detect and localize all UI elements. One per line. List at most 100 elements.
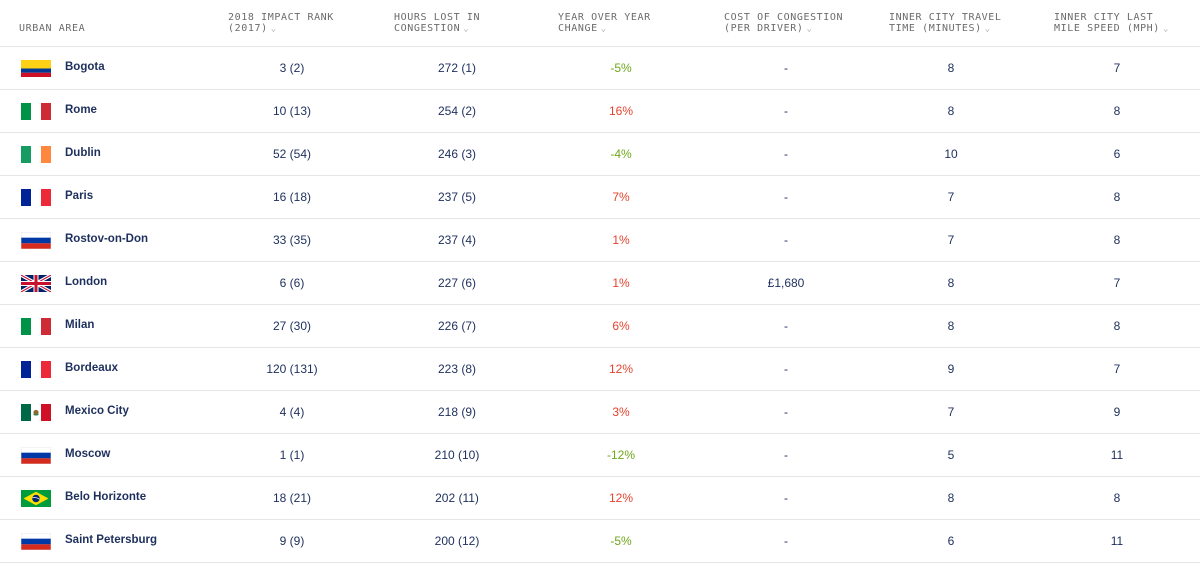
yoy-change-cell: 1% [612,276,630,290]
last-mile-speed-cell: 7 [1113,61,1121,75]
impact-rank-cell: 33 (35) [272,233,312,247]
table-row: London 6 (6) 227 (6) 1% £1,680 8 7 [0,262,1200,305]
sort-chevron-icon: ⌄ [270,23,277,34]
table-row: Rostov-on-Don 33 (35) 237 (4) 1% - 7 8 [0,219,1200,262]
header-cost[interactable]: COST OF CONGESTION (PER DRIVER) ⌄ [724,12,844,34]
hours-lost-cell: 254 (2) [437,104,477,118]
hours-lost-cell: 246 (3) [437,147,477,161]
travel-time-cell: 8 [947,276,955,290]
impact-rank-cell: 27 (30) [272,319,312,333]
cost-cell: £1,680 [767,276,805,290]
mexico-flag-icon [21,404,51,421]
ireland-flag-icon [21,146,51,163]
table-row: Saint Petersburg 9 (9) 200 (12) -5% - 6 11 [0,520,1200,563]
travel-time-cell: 6 [947,534,955,548]
travel-time-cell: 8 [947,104,955,118]
city-name: Mexico City [65,405,129,417]
italy-flag-icon [21,318,51,335]
cost-cell: - [784,362,788,376]
cost-cell: - [784,233,788,247]
sort-chevron-icon: ⌄ [1162,23,1169,34]
cost-cell: - [784,190,788,204]
cost-cell: - [784,319,788,333]
impact-rank-cell: 10 (13) [272,104,312,118]
last-mile-speed-cell: 8 [1113,190,1121,204]
russia-flag-icon [21,533,51,550]
france-flag-icon [21,361,51,378]
impact-rank-cell: 9 (9) [279,534,305,548]
city-name: Rome [65,104,97,116]
header-urban-area: URBAN AREA [19,23,86,34]
last-mile-speed-cell: 11 [1110,534,1124,548]
city-name: Belo Horizonte [65,491,147,503]
impact-rank-cell: 16 (18) [272,190,312,204]
hours-lost-cell: 237 (5) [437,190,477,204]
header-yoy-change[interactable]: YEAR OVER YEAR CHANGE ⌄ [558,12,651,34]
sort-chevron-icon: ⌄ [600,23,607,34]
last-mile-speed-cell: 6 [1113,147,1121,161]
header-hours-lost[interactable]: HOURS LOST IN CONGESTION ⌄ [394,12,481,34]
travel-time-cell: 10 [944,147,958,161]
impact-rank-cell: 52 (54) [272,147,312,161]
yoy-change-cell: -12% [606,448,636,462]
cost-cell: - [784,104,788,118]
colombia-flag-icon [21,60,51,77]
table-row: Belo Horizonte 18 (21) 202 (11) 12% - 8 8 [0,477,1200,520]
hours-lost-cell: 210 (10) [434,448,480,462]
last-mile-speed-cell: 7 [1113,362,1121,376]
sort-chevron-icon: ⌄ [806,23,813,34]
yoy-change-cell: 6% [612,319,630,333]
hours-lost-cell: 272 (1) [437,61,477,75]
sort-chevron-icon: ⌄ [463,23,470,34]
table-header: URBAN AREA 2018 IMPACT RANK (2017) ⌄ HOUR… [0,0,1200,47]
yoy-change-cell: 12% [608,362,634,376]
russia-flag-icon [21,232,51,249]
hours-lost-cell: 226 (7) [437,319,477,333]
header-travel-time[interactable]: INNER CITY TRAVEL TIME (MINUTES) ⌄ [889,12,1002,34]
city-name: London [65,276,108,288]
hours-lost-cell: 202 (11) [435,491,479,505]
table-row: Mexico City 4 (4) 218 (9) 3% - 7 9 [0,391,1200,434]
last-mile-speed-cell: 9 [1113,405,1121,419]
city-name: Bordeaux [65,362,119,374]
impact-rank-cell: 3 (2) [279,61,305,75]
cost-cell: - [784,147,788,161]
travel-time-cell: 7 [947,233,955,247]
hours-lost-cell: 227 (6) [437,276,477,290]
table-row: Rome 10 (13) 254 (2) 16% - 8 8 [0,90,1200,133]
france-flag-icon [21,189,51,206]
impact-rank-cell: 120 (131) [266,362,318,376]
table-body: Bogota 3 (2) 272 (1) -5% - 8 7 Rome 10 (13) 254 (… [0,47,1200,563]
hours-lost-cell: 237 (4) [437,233,477,247]
hours-lost-cell: 200 (12) [434,534,480,548]
yoy-change-cell: 3% [612,405,630,419]
italy-flag-icon [21,103,51,120]
hours-lost-cell: 218 (9) [437,405,477,419]
table-row: Dublin 52 (54) 246 (3) -4% - 10 6 [0,133,1200,176]
yoy-change-cell: 16% [608,104,634,118]
city-name: Milan [65,319,95,331]
last-mile-speed-cell: 11 [1110,448,1124,462]
last-mile-speed-cell: 8 [1113,319,1121,333]
travel-time-cell: 8 [947,61,955,75]
table-row: Milan 27 (30) 226 (7) 6% - 8 8 [0,305,1200,348]
travel-time-cell: 8 [947,319,955,333]
table-row: Bogota 3 (2) 272 (1) -5% - 8 7 [0,47,1200,90]
header-impact-rank[interactable]: 2018 IMPACT RANK (2017) ⌄ [228,12,334,34]
city-name: Paris [65,190,94,202]
impact-rank-cell: 1 (1) [279,448,305,462]
cost-cell: - [784,61,788,75]
city-name: Rostov-on-Don [65,233,149,245]
table-row: Paris 16 (18) 237 (5) 7% - 7 8 [0,176,1200,219]
yoy-change-cell: 12% [608,491,634,505]
travel-time-cell: 8 [947,491,955,505]
last-mile-speed-cell: 8 [1113,104,1121,118]
last-mile-speed-cell: 7 [1113,276,1121,290]
city-name: Moscow [65,448,111,460]
header-last-mile-speed[interactable]: INNER CITY LAST MILE SPEED (MPH) ⌄ [1054,12,1169,34]
yoy-change-cell: 1% [612,233,630,247]
travel-time-cell: 5 [947,448,955,462]
yoy-change-cell: 7% [612,190,630,204]
city-name: Dublin [65,147,101,159]
